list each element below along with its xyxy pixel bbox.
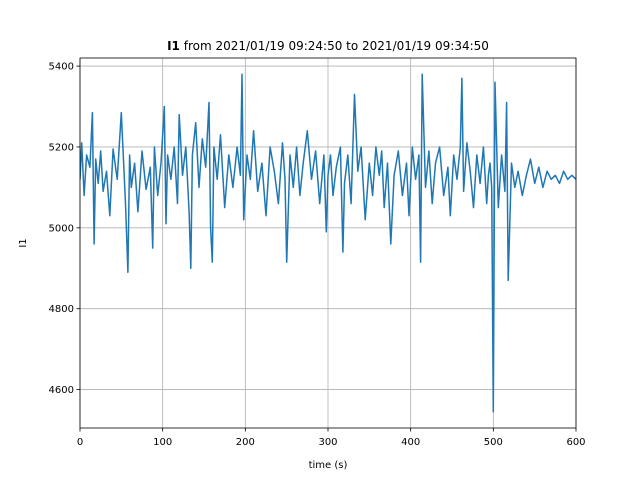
y-tick-label: 4600 [49, 385, 74, 396]
title-bold-part: I1 [167, 39, 180, 53]
x-tick-label: 500 [484, 437, 503, 448]
y-tick-label: 5000 [49, 223, 74, 234]
y-tick-label: 5400 [49, 62, 74, 73]
x-tick-label: 0 [77, 437, 83, 448]
y-axis-label: I1 [18, 238, 29, 247]
x-tick-label: 300 [318, 437, 337, 448]
y-tick-label: 5200 [49, 142, 74, 153]
x-tick-label: 200 [236, 437, 255, 448]
plot-area [80, 73, 576, 413]
y-tick-label: 4800 [49, 304, 74, 315]
x-tick-label: 100 [153, 437, 172, 448]
x-axis-label: time (s) [309, 460, 348, 471]
x-tick-label: 600 [566, 437, 585, 448]
x-tick-label: 400 [401, 437, 420, 448]
y-axis: 4600 4800 5000 5200 5400 [49, 62, 80, 396]
chart-title: I1 from 2021/01/19 09:24:50 to 2021/01/1… [167, 39, 489, 53]
title-rest-part: from 2021/01/19 09:24:50 to 2021/01/19 0… [180, 39, 489, 53]
x-axis: 0 100 200 300 400 500 600 [77, 428, 586, 448]
series-line [80, 73, 576, 413]
